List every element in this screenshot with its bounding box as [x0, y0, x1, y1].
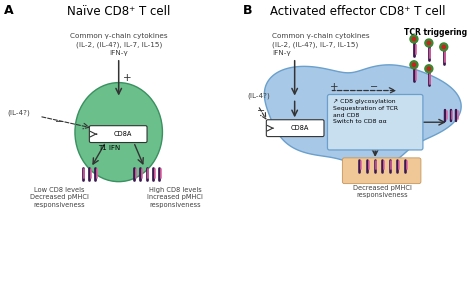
- Text: +: +: [330, 81, 339, 92]
- Circle shape: [410, 61, 418, 69]
- Text: Naïve CD8⁺ T cell: Naïve CD8⁺ T cell: [67, 5, 170, 18]
- FancyBboxPatch shape: [90, 126, 147, 142]
- Polygon shape: [264, 65, 461, 167]
- Text: −: −: [55, 117, 63, 127]
- Text: Activated effector CD8⁺ T cell: Activated effector CD8⁺ T cell: [270, 5, 445, 18]
- Circle shape: [412, 63, 416, 66]
- Circle shape: [425, 39, 433, 47]
- Circle shape: [442, 45, 446, 48]
- Text: B: B: [243, 4, 253, 17]
- Text: A: A: [4, 4, 14, 17]
- Text: −: −: [257, 106, 265, 116]
- Circle shape: [440, 43, 448, 51]
- Text: Common γ-chain cytokines
(IL-2, (IL-4?), IL-7, IL-15)
IFN-γ: Common γ-chain cytokines (IL-2, (IL-4?),…: [272, 33, 369, 56]
- Text: (IL-4?): (IL-4?): [247, 92, 270, 99]
- Circle shape: [425, 65, 433, 73]
- Text: −: −: [370, 81, 378, 92]
- Text: High CD8 levels
Increased pMHCI
responsiveness: High CD8 levels Increased pMHCI responsi…: [147, 186, 203, 208]
- Circle shape: [427, 67, 430, 70]
- Text: Low CD8 levels
Decreased pMHCI
responsiveness: Low CD8 levels Decreased pMHCI responsiv…: [29, 186, 89, 208]
- FancyBboxPatch shape: [328, 95, 423, 150]
- Text: T1 IFN: T1 IFN: [98, 145, 120, 151]
- FancyBboxPatch shape: [342, 158, 421, 184]
- Text: CD8A: CD8A: [291, 125, 309, 131]
- Circle shape: [410, 35, 418, 43]
- Circle shape: [427, 41, 430, 45]
- Circle shape: [412, 37, 416, 41]
- Text: Common γ-chain cytokines
(IL-2, (IL-4?), IL-7, IL-15)
IFN-γ: Common γ-chain cytokines (IL-2, (IL-4?),…: [70, 33, 167, 56]
- Text: ↗ CD8 glycosylation
Sequestration of TCR
and CD8
Switch to CD8 αα: ↗ CD8 glycosylation Sequestration of TCR…: [333, 99, 399, 124]
- Text: CD8A: CD8A: [113, 131, 132, 137]
- Text: (IL-4?): (IL-4?): [8, 109, 30, 116]
- FancyBboxPatch shape: [266, 120, 324, 137]
- Ellipse shape: [75, 83, 163, 182]
- Text: TCR triggering: TCR triggering: [403, 28, 466, 37]
- Text: +: +: [123, 73, 131, 83]
- Text: Decreased pMHCI
responsiveness: Decreased pMHCI responsiveness: [353, 185, 411, 198]
